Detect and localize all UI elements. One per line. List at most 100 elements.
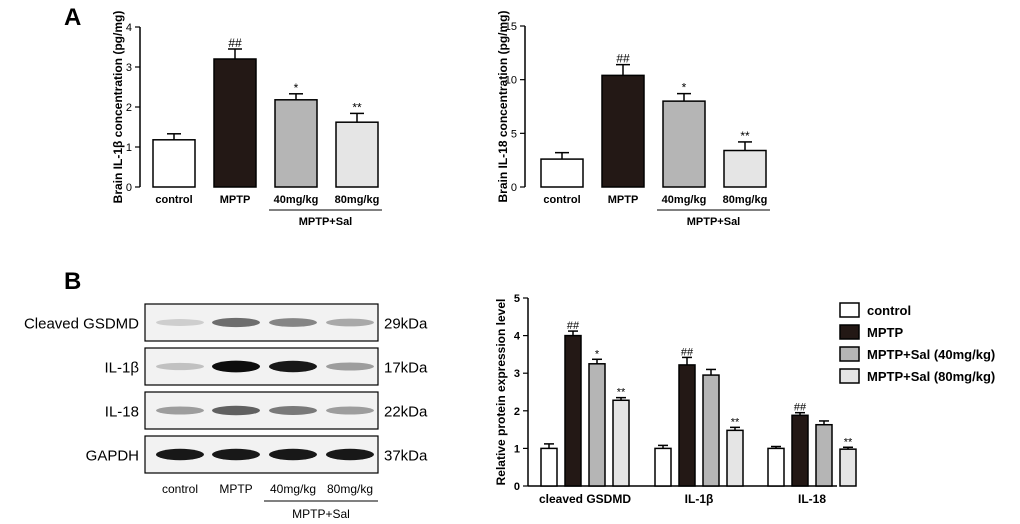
bar <box>726 429 744 487</box>
blot-size-label: 37kDa <box>384 448 428 465</box>
significance-label: ** <box>740 129 750 143</box>
bar <box>213 58 257 188</box>
y-tick-label: 5 <box>514 293 520 305</box>
bar <box>274 99 318 188</box>
legend-swatch <box>839 302 860 318</box>
significance-label: ** <box>731 416 740 428</box>
blot-lane-label: 80mg/kg <box>327 482 373 496</box>
bar <box>678 364 696 487</box>
y-tick-label: 3 <box>514 368 520 380</box>
y-tick-label: 5 <box>511 128 517 140</box>
bar <box>335 121 379 188</box>
significance-label: * <box>294 81 299 95</box>
blot-band <box>156 362 204 371</box>
y-tick-label: 0 <box>126 182 132 194</box>
x-tick-label: 80mg/kg <box>723 194 768 206</box>
y-tick-label: 3 <box>126 62 132 74</box>
significance-label: * <box>682 81 687 95</box>
significance-label: ## <box>616 52 630 66</box>
y-tick-label: 0 <box>514 481 520 493</box>
y-tick-label: 10 <box>505 75 517 87</box>
x-tick-label: control <box>155 194 192 206</box>
bar <box>540 447 558 487</box>
significance-label: ** <box>617 387 626 399</box>
blot-band <box>326 318 374 327</box>
group-label: MPTP+Sal <box>687 216 741 228</box>
blot-box <box>144 303 379 342</box>
significance-label: ## <box>681 346 694 358</box>
significance-label: ## <box>794 402 807 414</box>
legend-label: MPTP <box>867 325 903 340</box>
x-tick-label: 40mg/kg <box>662 194 707 206</box>
significance-label: * <box>595 348 600 360</box>
y-axis-label: Brain IL-18 concentration (pg/mg) <box>496 10 510 202</box>
protein-expression-chart: 0 1 2 3 4 5 Relative protein expression level #… <box>494 293 995 506</box>
blot-band <box>212 448 260 461</box>
y-axis-label: Brain IL-1β concentration (pg/mg) <box>111 11 125 204</box>
bar <box>152 139 196 188</box>
blot-box <box>144 391 379 430</box>
panel-label-a: A <box>64 4 82 31</box>
legend-swatch <box>839 368 860 384</box>
bar <box>662 100 706 188</box>
legend-swatch <box>839 346 860 362</box>
blot-band <box>269 360 317 373</box>
y-tick-label: 1 <box>514 443 520 455</box>
legend-label: MPTP+Sal (40mg/kg) <box>867 347 995 362</box>
bar <box>723 149 767 188</box>
blot-lane-label: MPTP <box>219 482 252 496</box>
bar <box>702 374 720 487</box>
bar <box>654 447 672 487</box>
x-tick-label: 80mg/kg <box>335 194 380 206</box>
x-tick-label: IL-18 <box>798 492 826 506</box>
bar <box>767 447 785 487</box>
x-tick-label: MPTP <box>220 194 251 206</box>
x-tick-label: MPTP <box>608 194 639 206</box>
legend-label: MPTP+Sal (80mg/kg) <box>867 369 995 384</box>
legend-label: control <box>867 303 911 318</box>
bar <box>612 399 630 487</box>
x-tick-label: IL-1β <box>685 492 714 506</box>
y-tick-label: 4 <box>126 22 132 34</box>
panel-label-b: B <box>64 268 82 295</box>
blot-band <box>326 362 374 371</box>
blot-size-label: 29kDa <box>384 316 428 333</box>
bar <box>791 414 809 487</box>
blot-band <box>326 448 374 461</box>
blot-group-label: MPTP+Sal <box>292 507 350 521</box>
y-tick-label: 4 <box>514 331 521 343</box>
bar <box>815 423 833 487</box>
blot-box <box>144 347 379 386</box>
bar <box>601 74 645 188</box>
x-tick-label: cleaved GSDMD <box>539 492 631 506</box>
blot-size-label: 22kDa <box>384 404 428 421</box>
significance-label: ** <box>352 100 362 114</box>
y-tick-label: 15 <box>505 21 517 33</box>
x-tick-label: control <box>543 194 580 206</box>
significance-label: ## <box>228 36 242 50</box>
blot-band <box>269 406 317 415</box>
group-label: MPTP+Sal <box>299 216 353 228</box>
blot-row-label: IL-1β <box>105 360 140 377</box>
y-tick-label: 2 <box>126 102 132 114</box>
y-axis-label: Relative protein expression level <box>494 299 508 486</box>
western-blot: Cleaved GSDMD 29kDa IL-1β 17kDa IL-18 22kDa GA… <box>24 303 428 521</box>
bar <box>588 363 606 487</box>
y-tick-label: 0 <box>511 182 517 194</box>
y-tick-label: 1 <box>126 142 132 154</box>
y-tick-label: 2 <box>514 406 520 418</box>
blot-row-label: GAPDH <box>86 448 139 465</box>
significance-label: ## <box>567 320 580 332</box>
blot-band <box>156 448 204 461</box>
blot-band <box>156 319 204 326</box>
blot-lane-label: 40mg/kg <box>270 482 316 496</box>
significance-label: ** <box>844 436 853 448</box>
bar <box>540 158 584 188</box>
blot-band <box>212 405 260 416</box>
blot-band <box>156 406 204 415</box>
blot-band <box>212 360 260 373</box>
blot-band <box>269 318 317 327</box>
blot-row-label: Cleaved GSDMD <box>24 316 139 333</box>
